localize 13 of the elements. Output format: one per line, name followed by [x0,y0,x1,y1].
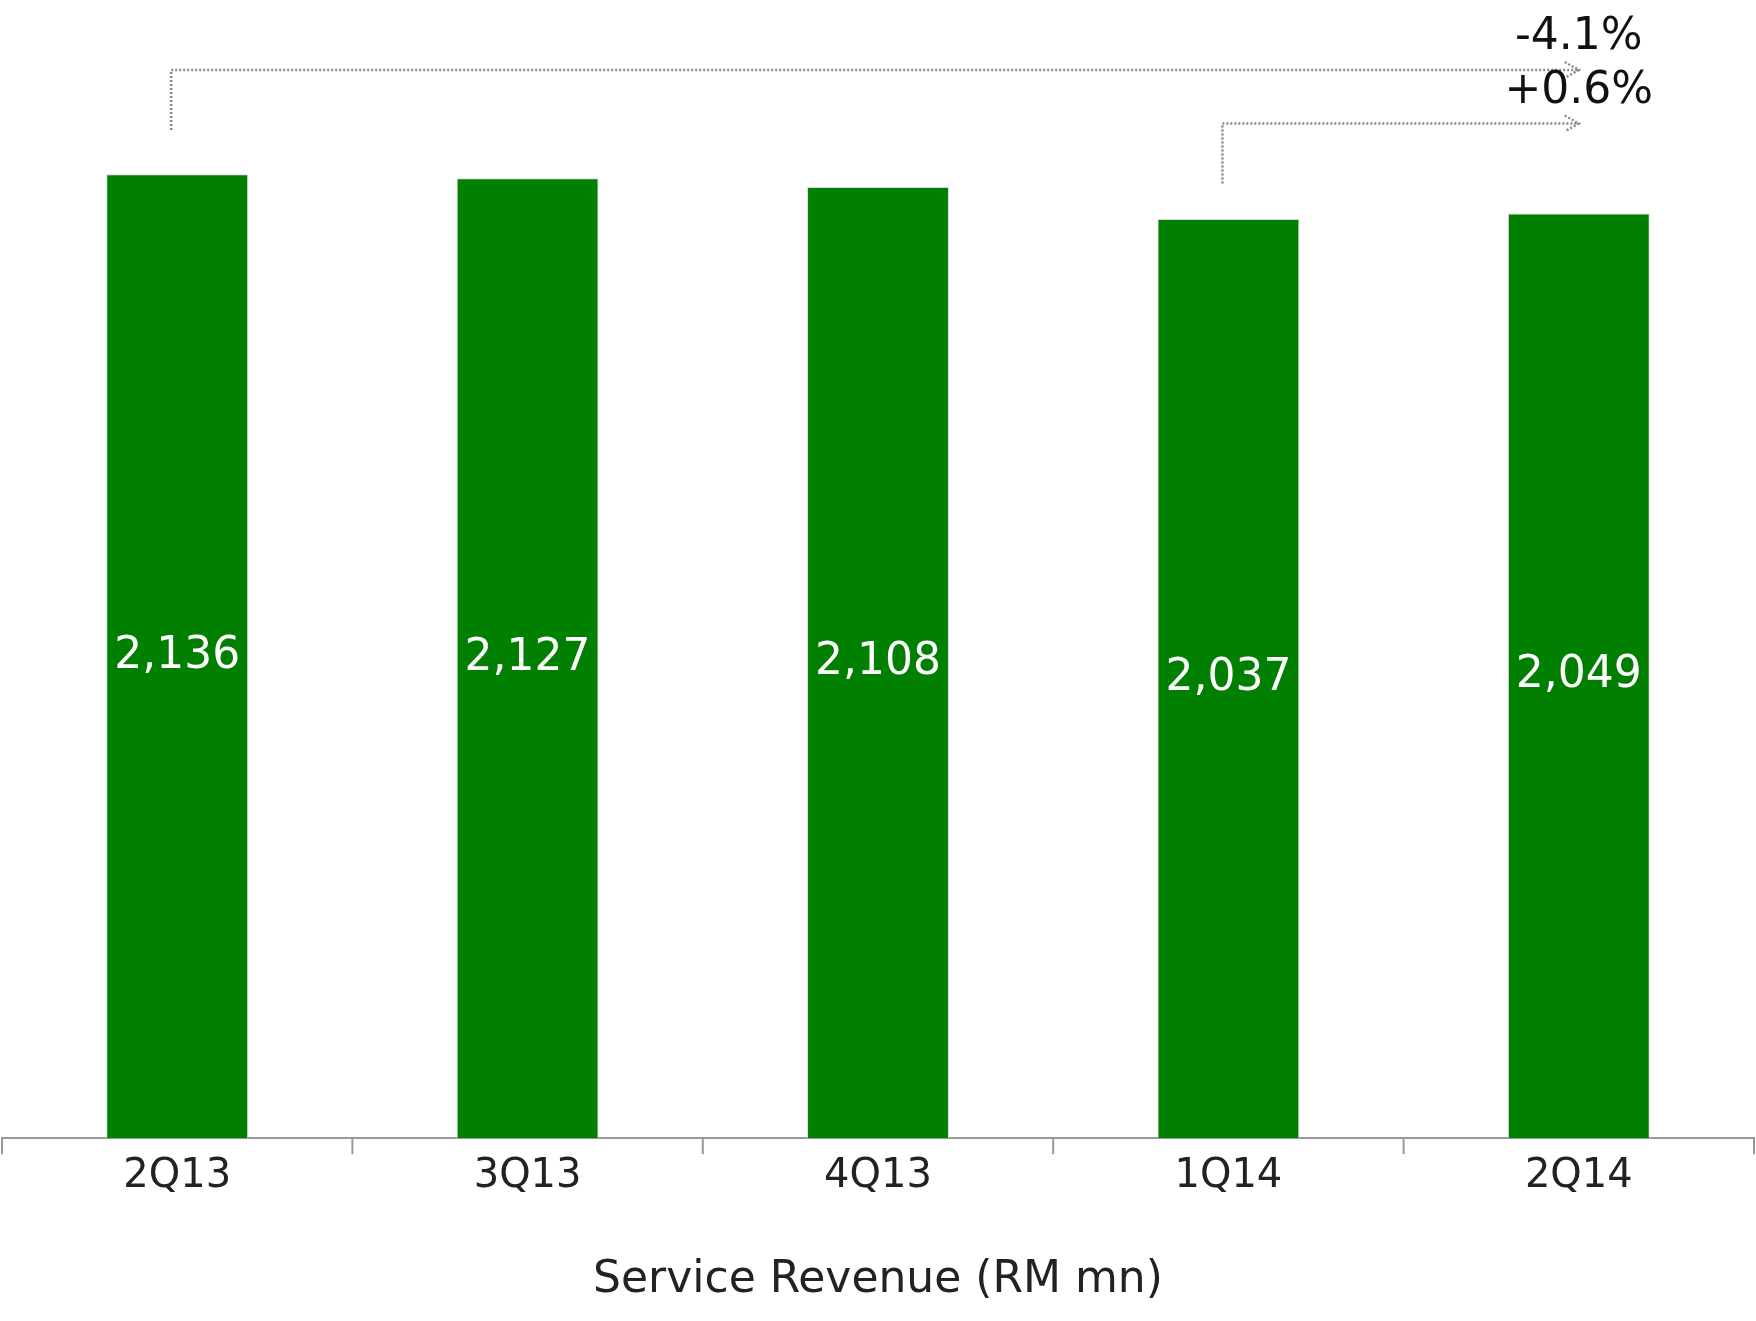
data-label: 2,037 [1165,649,1292,701]
data-label: 2,127 [464,628,591,680]
data-label: 2,108 [815,632,941,684]
data-label: 2,049 [1515,646,1642,698]
x-tick-label: 2Q14 [1524,1149,1633,1196]
text: +0.6% [1504,61,1654,113]
x-tick-label: 4Q13 [824,1149,932,1196]
data-label: 2,136 [114,626,241,678]
x-tick-label: 3Q13 [473,1149,582,1196]
x-tick-label: 1Q14 [1174,1149,1283,1196]
x-tick-label: 2Q13 [123,1149,232,1196]
x-axis-title: Service Revenue (RM mn) [593,1251,1163,1303]
text: -4.1% [1514,8,1643,59]
